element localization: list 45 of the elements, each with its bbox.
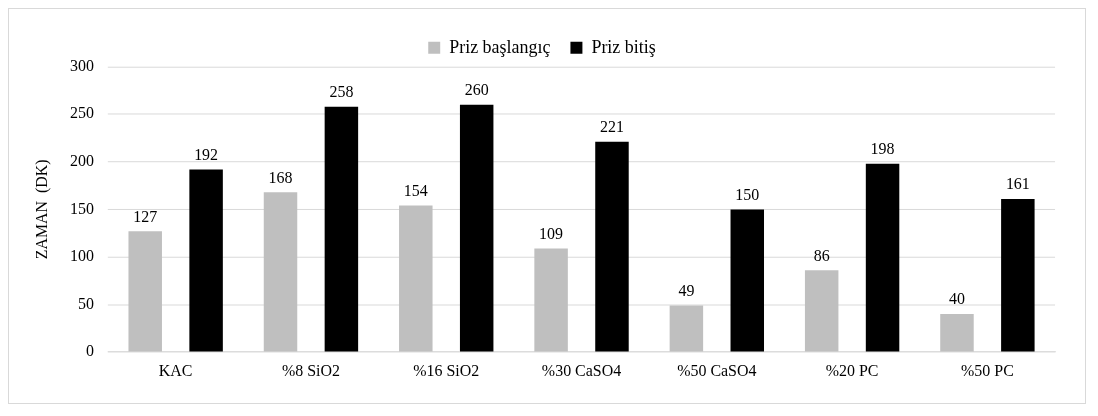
data-label: 258 <box>329 82 354 100</box>
legend-label: Priz başlangıç <box>449 36 551 57</box>
data-label: 86 <box>813 246 830 264</box>
data-label: 221 <box>600 118 624 136</box>
y-tick-label: 250 <box>70 104 95 122</box>
data-label: 192 <box>194 145 219 163</box>
bar <box>940 314 974 352</box>
data-label: 260 <box>464 81 489 98</box>
data-label: 198 <box>870 140 895 157</box>
bar <box>263 192 298 352</box>
bar <box>189 169 223 352</box>
y-tick-label: 150 <box>70 199 95 217</box>
y-tick-label: 50 <box>78 294 95 312</box>
data-label: 150 <box>735 185 760 203</box>
y-tick-label: 100 <box>70 247 95 265</box>
legend-label: Priz bitiş <box>591 36 656 57</box>
bar <box>534 248 568 352</box>
x-tick-label: %50 CaSO4 <box>677 361 757 379</box>
x-tick-label: KAC <box>158 361 193 379</box>
bar <box>1001 198 1035 352</box>
y-tick-label: 0 <box>86 342 95 360</box>
y-tick-label: 200 <box>70 152 95 169</box>
data-label: 168 <box>268 168 293 186</box>
x-tick-label: %16 SiO2 <box>413 361 480 379</box>
data-label: 154 <box>403 181 428 199</box>
data-label: 40 <box>948 290 965 308</box>
bar <box>669 305 704 352</box>
data-label: 109 <box>539 224 564 242</box>
bar <box>804 270 839 352</box>
x-tick-label: %50 PC <box>961 361 1014 379</box>
bar <box>865 163 900 352</box>
bar <box>324 106 359 352</box>
data-label: 127 <box>133 207 158 225</box>
data-label: 161 <box>1005 175 1030 193</box>
bar <box>399 205 433 352</box>
x-tick-label: %20 PC <box>825 361 879 379</box>
y-axis-title: ZAMAN (DK) <box>32 159 51 260</box>
y-tick-label: 300 <box>70 56 95 74</box>
data-label: 49 <box>678 281 695 299</box>
x-tick-label: %8 SiO2 <box>281 361 341 379</box>
bar <box>595 141 629 352</box>
bar <box>459 104 494 352</box>
bar <box>730 209 765 352</box>
bar <box>128 231 162 352</box>
x-tick-label: %30 CaSO4 <box>541 361 622 379</box>
